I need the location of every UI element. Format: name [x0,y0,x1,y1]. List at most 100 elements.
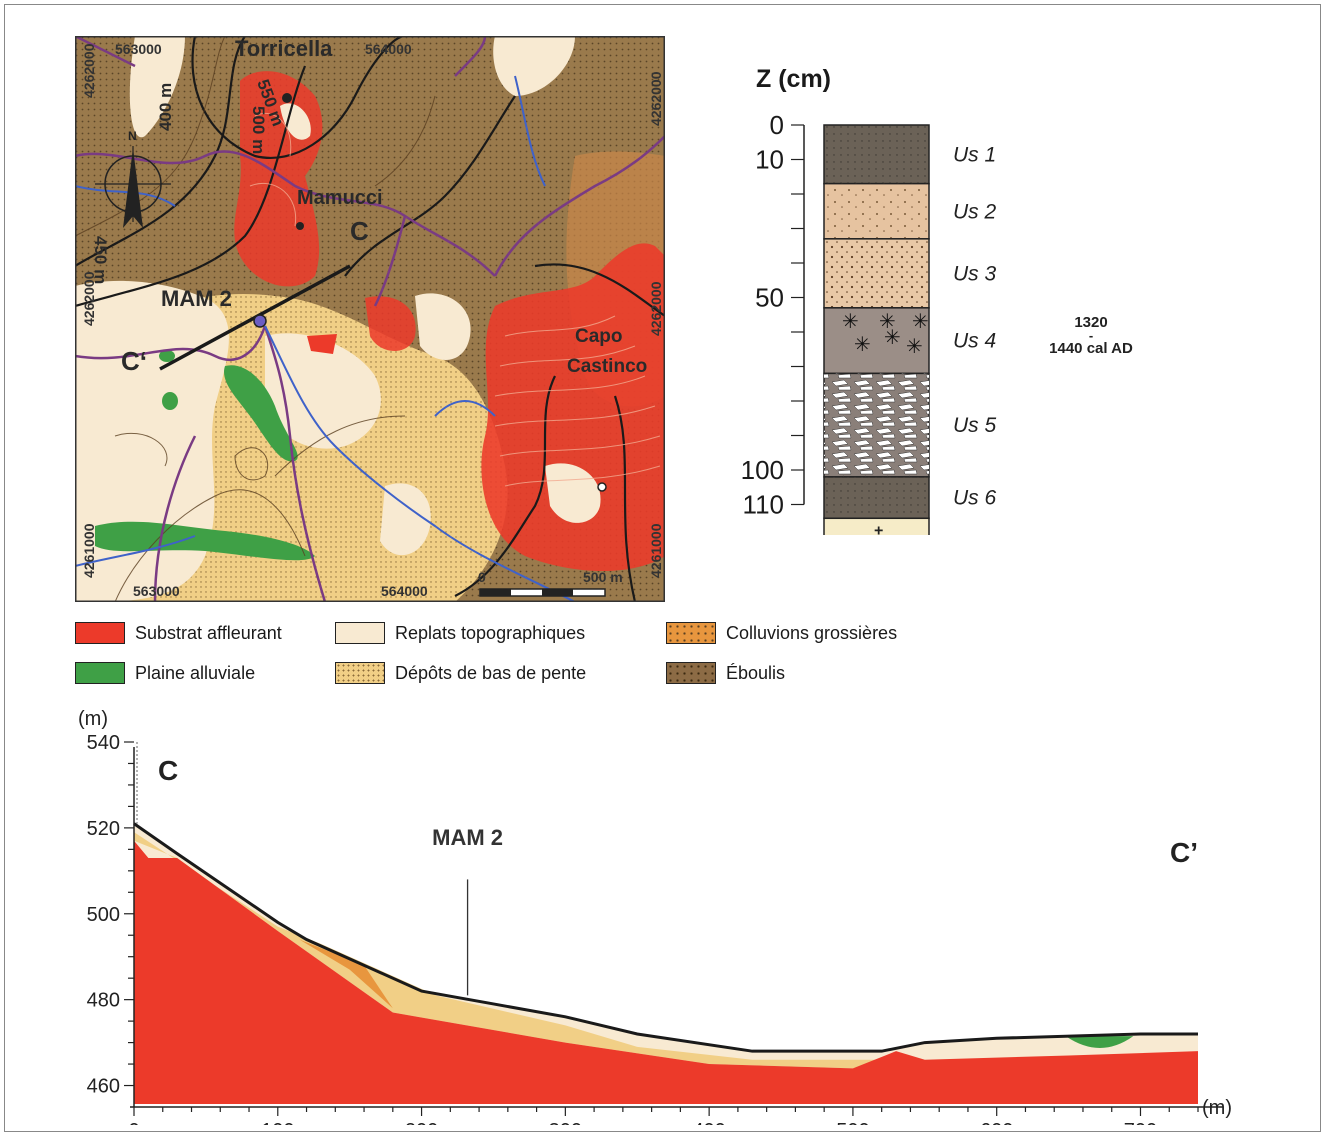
mam2-site-marker [253,314,267,328]
x-tick-label: 600 [980,1120,1013,1125]
unit-label: Us 6 [953,487,997,510]
column-unit-texture [824,125,929,184]
legend-label: Dépôts de bas de pente [395,662,587,683]
section-end-marker: C’ [1170,837,1198,868]
figure-frame [4,4,1321,1132]
organic-mark: ✳ [884,327,901,349]
easting-564000-bottom: 564000 [381,583,428,599]
y-axis-unit: (m) [78,708,108,730]
legend-label: Plaine alluviale [135,662,256,683]
y-tick-label: 520 [87,818,120,840]
legend-label: Éboulis [726,662,786,683]
slope-deposit-layer [134,832,882,1069]
organic-mark: ✳ [906,336,923,358]
place-capo: Capo [575,326,623,347]
bedrock-block [823,517,930,535]
column-unit-texture [824,183,929,239]
x-tick-label: 300 [549,1120,582,1125]
section-end-label: C‘ [121,346,147,376]
x-tick-label: 0 [128,1120,139,1125]
x-tick-label: 100 [261,1120,294,1125]
column-unit-4 [823,307,930,375]
bedrock-mark: + [874,522,883,535]
bedrock-mark: + [830,532,839,535]
y-tick-label: 500 [87,904,120,926]
x-tick-label: 200 [405,1120,438,1125]
site-label: MAM 2 [161,286,232,311]
unit-label: Us 4 [953,330,996,353]
svg-text:N: N [128,129,137,143]
northing-mid-right: 4262000 [648,281,664,336]
depth-tick-label: 10 [755,145,784,175]
x-tick-label: 700 [1124,1120,1157,1125]
topographic-map: N Torricella Mamucci Capo Castinco MAM 2… [75,36,665,602]
profile-layers [133,822,1198,1104]
dating-end: 1440 cal AD [1049,340,1133,357]
topographic-flats [75,280,229,602]
dating-label: 1320 - 1440 cal AD [1049,314,1133,357]
legend-label: Replats topographiques [395,622,586,643]
contour-label-500: 500 m [249,106,268,154]
legend-label: Colluvions grossières [726,622,898,643]
depth-tick-label: 50 [755,283,784,313]
substrate-layer [134,840,1198,1104]
northing-mid-left: 4262000 [81,271,97,326]
unit-label: Us 3 [953,262,997,285]
legend-swatch-depots [335,662,385,684]
easting-564000-top: 564000 [365,41,412,57]
legend-swatch-colluvions [666,622,716,644]
scale-end-label: 500 m [583,569,623,585]
y-tick-label: 460 [87,1076,120,1098]
legend-replats: Replats topographiques [335,622,585,644]
y-tick-label: 480 [87,990,120,1012]
profile-axes: 540 520 500 480 460 0 100 200 300 400 500 600 700 [87,732,1223,1125]
legend-swatch-substrat [75,622,125,644]
legend-swatch-replats [335,622,385,644]
northing-bottom-left: 4261000 [81,523,97,578]
alluvial-layer [1065,1036,1134,1048]
bedrock-mark: + [910,532,919,535]
legend-depots: Dépôts de bas de pente [335,662,586,684]
column-unit-texture [824,238,929,308]
depth-axis-title: Z (cm) [756,65,831,93]
place-torricella: Torricella [235,36,333,61]
legend-eboulis: Éboulis [666,662,785,684]
column-unit-texture [824,476,929,519]
alluvial-plain [224,365,298,462]
contour-label-400: 400 m [156,83,175,131]
x-tick-label: 500 [836,1120,869,1125]
depth-tick-label: 0 [770,110,784,140]
dating-dash: - [1089,328,1093,343]
column-units: Us 1Us 2Us 3✳✳✳✳✳✳Us 4Us 5Us 6+++ [823,124,997,535]
organic-mark: ✳ [912,311,929,333]
legend-label: Substrat affleurant [135,622,282,643]
depth-tick-label: 110 [743,490,784,520]
place-mamucci: Mamucci [297,187,383,209]
northing-top-right: 4262000 [648,71,664,126]
organic-mark: ✳ [842,311,859,333]
legend-swatch-eboulis [666,662,716,684]
legend-substrat: Substrat affleurant [75,622,282,644]
section-start-marker: C [158,755,178,786]
ground-surface-line [133,822,1198,1053]
depth-tick-label: 100 [741,455,784,485]
column-unit-texture [824,373,929,477]
north-arrow-icon: N [95,129,171,228]
unit-label: Us 5 [953,414,997,437]
dating-start: 1320 [1074,314,1107,331]
scale-start-label: 0 [478,569,486,585]
contour-label-450: 450 m [91,236,110,284]
y-tick-label: 540 [87,732,120,754]
unit-label: Us 2 [953,200,997,223]
unit-label: Us 1 [953,143,996,166]
organic-mark: ✳ [854,334,871,356]
easting-563000-bottom: 563000 [133,583,180,599]
legend-plaine: Plaine alluviale [75,662,255,684]
x-axis-unit: (m) [1202,1097,1232,1119]
place-castinco: Castinco [567,356,647,377]
legend-colluvions: Colluvions grossières [666,622,897,644]
organic-mark: ✳ [879,311,896,333]
site-annotation: MAM 2 [432,825,503,850]
x-tick-label: 400 [692,1120,725,1125]
